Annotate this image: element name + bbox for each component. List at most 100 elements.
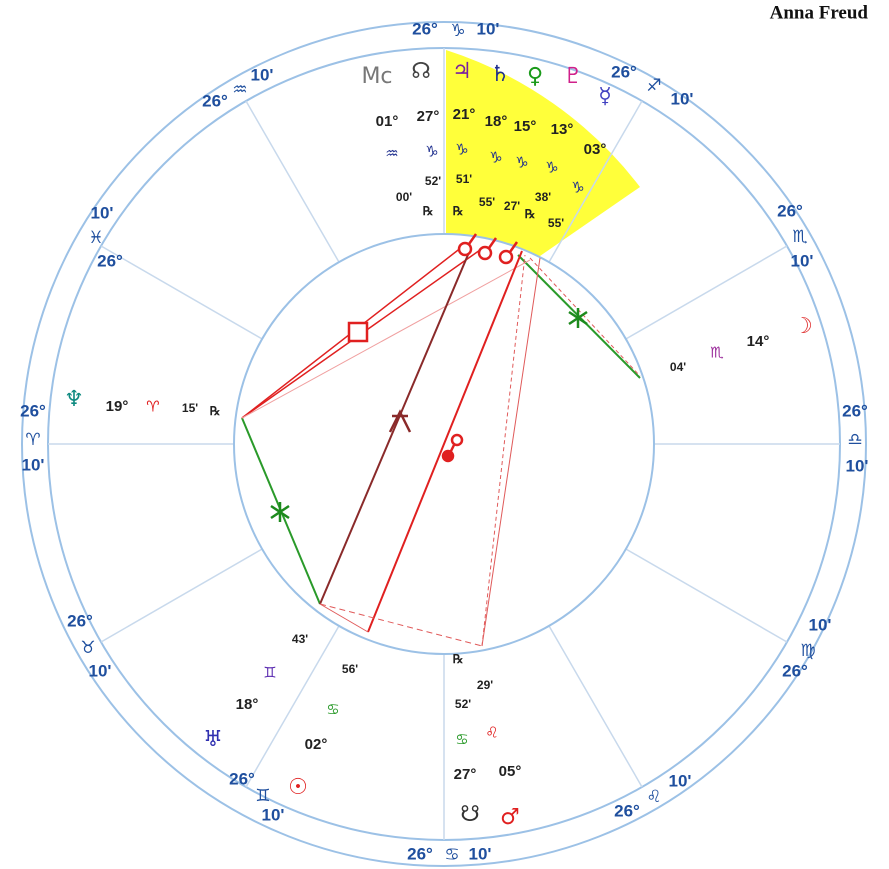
retrograde: ℞ [525, 207, 536, 221]
planet-glyph: ☊ [411, 59, 431, 84]
planet-minutes: 51' [456, 172, 472, 186]
cusp-degree: 26° [412, 19, 438, 38]
cusp-minutes: 10' [809, 615, 832, 634]
cusp-sign: ♊ [255, 786, 270, 806]
cusp-sign: ♒ [232, 80, 247, 100]
cusp-sign: ♓ [88, 228, 103, 248]
house-line [245, 100, 340, 263]
planet-degree: 01° [376, 113, 399, 130]
planet-degree: 27° [454, 766, 477, 783]
planet-degree: 03° [584, 141, 607, 158]
cusp-minutes: 10' [89, 661, 112, 680]
cusp-degree: 26° [782, 661, 808, 680]
planet-degree: 14° [747, 333, 770, 350]
cusp-degree: 26° [611, 62, 637, 81]
planet-glyph: ☉ [288, 775, 308, 800]
opposition-line [367, 250, 523, 633]
retrograde: ℞ [453, 652, 464, 666]
planet-minutes: 56' [342, 662, 358, 676]
planet-sign: ♑ [571, 179, 584, 197]
cusp-sign: ♌ [646, 787, 661, 807]
cusp-minutes: 10' [477, 19, 500, 38]
square-line [241, 259, 531, 419]
planet-degree: 13° [551, 121, 574, 138]
planet-sign: ♑ [489, 149, 502, 167]
retrograde: ℞ [423, 204, 434, 218]
chart-title: Anna Freud [770, 2, 869, 23]
sextile-symbol [270, 502, 290, 522]
cusp-sign: ♍ [800, 641, 815, 661]
planet-degree: 18° [485, 113, 508, 130]
cusp-minutes: 10' [669, 771, 692, 790]
planet-minutes: 04' [670, 360, 686, 374]
planet-sign: ♈ [146, 398, 159, 416]
aspect-line [481, 254, 526, 647]
cusp-sign: ♋ [444, 845, 459, 865]
planet-minutes: 43' [292, 632, 308, 646]
aspect-line [481, 257, 541, 647]
planet-minutes: 15' [182, 401, 198, 415]
planet-minutes: 52' [425, 174, 441, 188]
retrograde: ℞ [453, 204, 464, 218]
trine-line [319, 249, 471, 605]
outer-ring [21, 21, 867, 867]
cusp-sign: ♎ [847, 430, 862, 450]
conjunction-symbols [457, 233, 519, 265]
planet-glyph: Mc [361, 64, 392, 89]
cusp-minutes: 10' [22, 455, 45, 474]
planet-sign: ♑ [425, 143, 438, 161]
planet-glyph: ☿ [598, 84, 612, 109]
cusp-sign: ♐ [646, 76, 661, 96]
cusp-minutes: 10' [791, 251, 814, 270]
cusp-sign: ♈ [25, 430, 40, 450]
planet-degree: 05° [499, 763, 522, 780]
sextile-symbol [568, 308, 588, 328]
opposition-symbol [441, 433, 464, 463]
retrograde: ℞ [210, 404, 221, 418]
planet-degree: 27° [417, 108, 440, 125]
house-line [100, 245, 263, 340]
cusp-degree: 26° [407, 844, 433, 863]
planet-sign: ♊ [263, 664, 276, 682]
cusp-minutes: 10' [469, 844, 492, 863]
cusp-sign: ♏ [792, 227, 807, 247]
planet-minutes: 55' [548, 216, 564, 230]
cusp-minutes: 10' [91, 203, 114, 222]
planet-glyph: ♇ [563, 64, 583, 89]
planet-sign: ♌ [485, 724, 498, 742]
cusp-minutes: 10' [251, 65, 274, 84]
house-lines [48, 48, 840, 840]
cusp-minutes: 10' [846, 456, 869, 475]
cusp-sign: ♉ [80, 638, 95, 658]
planet-degree: 19° [106, 398, 129, 415]
aspect-line [319, 603, 369, 633]
cusp-degree: 26° [777, 201, 803, 220]
planet-glyph: ☋ [460, 802, 480, 827]
planet-glyph: ☽ [793, 314, 813, 339]
planet-degree: 15° [514, 118, 537, 135]
planet-sign: ♋ [455, 731, 468, 749]
cusp-minutes: 10' [671, 89, 694, 108]
aspect-line [529, 257, 641, 377]
planet-minutes: 52' [455, 697, 471, 711]
planet-glyph: ♆ [64, 387, 84, 412]
square-symbol [347, 321, 369, 343]
aspect-lines [241, 233, 641, 647]
cusp-degree: 26° [20, 401, 46, 420]
planet-glyph: ♄ [490, 62, 510, 87]
cusp-degree: 26° [202, 91, 228, 110]
house-line [245, 625, 340, 788]
planet-sign: ♒ [385, 145, 398, 163]
planet-sign: ♑ [515, 154, 528, 172]
planet-minutes: 29' [477, 678, 493, 692]
planet-glyph: ♃ [452, 59, 472, 84]
aspect-line [319, 603, 483, 647]
cusp-minutes: 10' [262, 805, 285, 824]
planet-minutes: 55' [479, 195, 495, 209]
planet-degree: 18° [236, 696, 259, 713]
house-line [625, 548, 788, 643]
planet-glyph: ♅ [203, 727, 223, 752]
house-line [548, 625, 643, 788]
planet-glyph: ♀ [527, 64, 543, 89]
cusp-degree: 26° [614, 801, 640, 820]
